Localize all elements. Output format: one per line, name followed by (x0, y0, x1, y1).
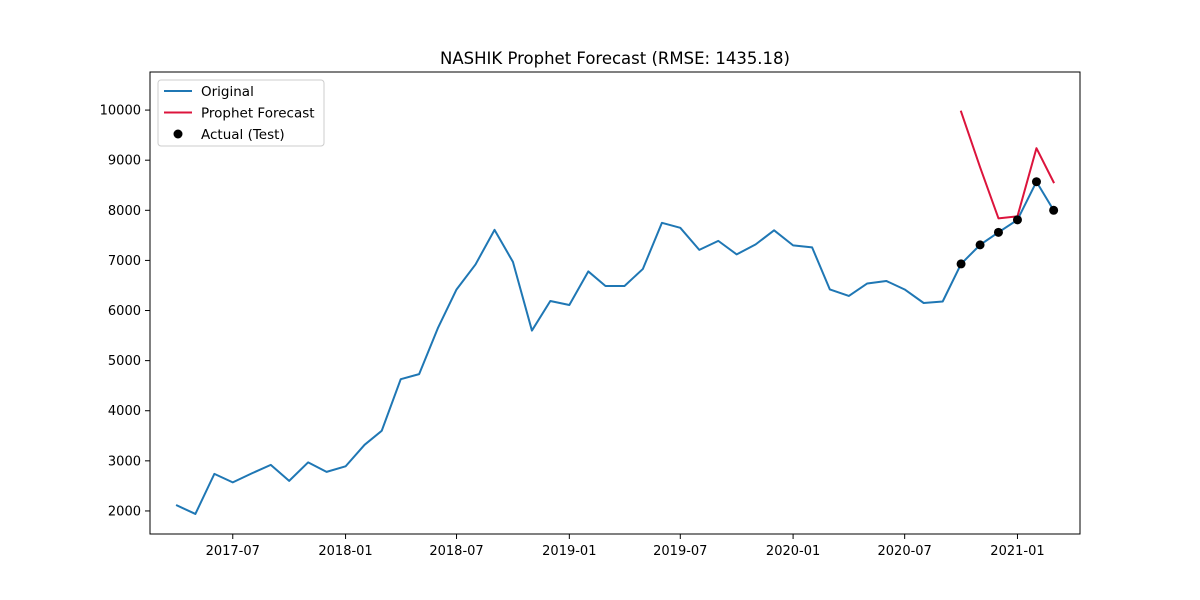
data-point (1049, 205, 1059, 215)
series-line-0 (175, 180, 1056, 515)
y-tick-label: 9000 (108, 154, 141, 169)
y-tick-label: 7000 (108, 254, 141, 269)
y-tick-label: 4000 (108, 404, 141, 419)
x-tick-label: 2018-07 (429, 544, 483, 559)
y-tick-label: 3000 (108, 454, 141, 469)
series-line-1 (959, 110, 1055, 220)
x-tick-label: 2018-01 (318, 544, 372, 559)
x-tick-label: 2019-07 (653, 544, 707, 559)
y-tick-label: 8000 (108, 204, 141, 219)
chart-title: NASHIK Prophet Forecast (RMSE: 1435.18) (440, 49, 790, 68)
data-point (975, 240, 985, 250)
axes-frame (149, 71, 1081, 535)
legend-label: Actual (Test) (201, 127, 285, 143)
legend-swatch-marker (173, 129, 183, 139)
x-tick-label: 2017-07 (206, 544, 260, 559)
y-axis: 2000 3000 4000 5000 6000 7000 8000 9000 10000 (100, 104, 150, 519)
x-tick-label: 2020-07 (878, 544, 932, 559)
legend-label: Original (201, 84, 254, 100)
x-tick-label: 2020-01 (766, 544, 820, 559)
y-tick-label: 6000 (108, 304, 141, 319)
y-tick-label: 10000 (100, 104, 141, 119)
plot-area (175, 110, 1059, 515)
legend-box (157, 79, 325, 147)
data-point (1012, 215, 1022, 225)
data-point (956, 259, 966, 269)
legend: Original Prophet Forecast Actual (Test) (157, 79, 325, 147)
legend-label: Prophet Forecast (201, 106, 315, 122)
y-tick-label: 5000 (108, 354, 141, 369)
x-axis: 2017-07 2018-01 2018-07 2019-01 2019-07 2020-… (206, 534, 1045, 559)
data-point (1031, 177, 1041, 187)
x-tick-label: 2019-01 (542, 544, 596, 559)
y-tick-label: 2000 (108, 504, 141, 519)
x-tick-label: 2021-01 (990, 544, 1044, 559)
data-point (993, 227, 1003, 237)
